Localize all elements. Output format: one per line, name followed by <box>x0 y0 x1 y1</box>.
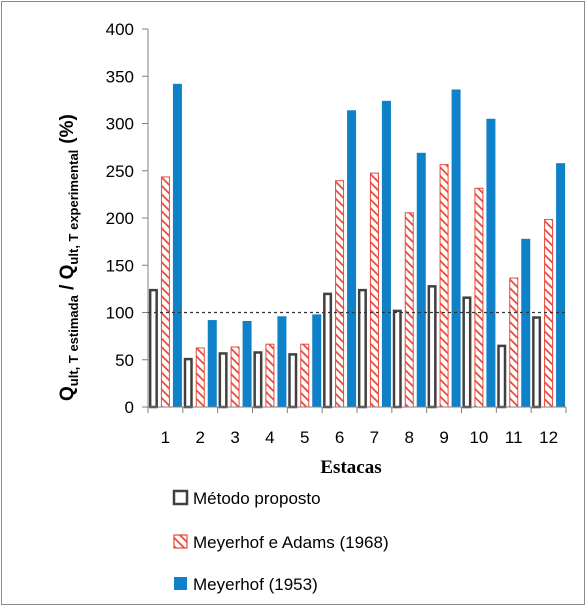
bar-meyerhof-1953-12 <box>556 163 566 407</box>
bar-meyerhof-e-adams-1968-10 <box>474 187 484 408</box>
bar-meyerhof-e-adams-1968-9 <box>439 164 449 408</box>
bar-meyerhof-e-adams-1968-3 <box>230 346 240 408</box>
bar-meyerhof-e-adams-1968-12 <box>544 218 554 408</box>
x-tick-label: 3 <box>230 428 239 447</box>
bar-meyerhof-1953-10 <box>486 118 496 408</box>
bar-meyerhof-1953-2 <box>207 320 217 407</box>
x-tick-label: 10 <box>469 428 488 447</box>
bar-meyerhof-e-adams-1968-8 <box>404 212 414 408</box>
bar-meyerhof-e-adams-1968-5 <box>300 343 310 408</box>
x-tick-label: 5 <box>300 428 309 447</box>
bar-metodo-proposto-5 <box>288 353 298 409</box>
bar-meyerhof-1953-5 <box>312 314 322 407</box>
bar-meyerhof-1953-1 <box>172 83 182 407</box>
legend-label-metodo-proposto: Método proposto <box>193 489 321 508</box>
x-axis-title: Estacas <box>320 457 381 478</box>
y-axis-title-q2: / Q <box>57 265 78 296</box>
y-axis-title: Qult, T estimada / Qult, T experimental (… <box>57 114 81 401</box>
legend-swatch-meyerhof-adams <box>173 534 188 549</box>
y-tick-label: 400 <box>106 20 134 39</box>
x-tick-label: 6 <box>335 428 344 447</box>
y-tick-label: 300 <box>106 115 134 134</box>
bar-meyerhof-e-adams-1968-11 <box>509 277 519 408</box>
bar-metodo-proposto-1 <box>148 288 158 409</box>
legend-swatch-meyerhof-1953 <box>174 577 187 590</box>
bar-meyerhof-e-adams-1968-4 <box>265 343 275 408</box>
y-axis-title-sub2: ult, T experimental <box>66 150 81 265</box>
x-tick-label: 4 <box>265 428 274 447</box>
y-tick-label: 200 <box>106 209 134 228</box>
bar-metodo-proposto-9 <box>427 285 437 409</box>
legend-swatch-metodo-proposto <box>172 489 189 506</box>
bar-meyerhof-e-adams-1968-2 <box>195 347 205 408</box>
y-tick-label: 0 <box>125 398 134 417</box>
bar-metodo-proposto-4 <box>253 351 263 409</box>
y-tick-label: 250 <box>106 162 134 181</box>
x-tick-label: 2 <box>196 428 205 447</box>
bar-meyerhof-1953-9 <box>451 89 461 407</box>
x-tick-label: 12 <box>539 428 558 447</box>
bar-meyerhof-1953-3 <box>242 321 252 407</box>
x-tick-label: 1 <box>161 428 170 447</box>
y-tick-label: 100 <box>106 304 134 323</box>
legend-label-meyerhof-adams: Meyerhof e Adams (1968) <box>193 533 389 552</box>
bar-meyerhof-1953-8 <box>416 152 426 407</box>
bar-metodo-proposto-8 <box>392 309 402 409</box>
bar-metodo-proposto-10 <box>462 296 472 409</box>
y-tick-label: 350 <box>106 67 134 86</box>
bar-metodo-proposto-3 <box>218 352 228 409</box>
x-tick-label: 11 <box>505 428 523 447</box>
bar-meyerhof-e-adams-1968-7 <box>369 172 379 408</box>
y-axis-title-q1: Q <box>57 386 78 401</box>
bar-meyerhof-e-adams-1968-1 <box>160 176 170 408</box>
y-tick-label: 50 <box>115 351 134 370</box>
legend: Método proposto Meyerhof e Adams (1968) … <box>172 489 389 594</box>
x-tick-label: 8 <box>405 428 414 447</box>
bar-metodo-proposto-11 <box>497 344 507 409</box>
bar-meyerhof-1953-6 <box>347 110 357 408</box>
bar-metodo-proposto-7 <box>357 288 367 409</box>
bar-meyerhof-e-adams-1968-6 <box>335 180 345 408</box>
y-axis-title-unit: (%) <box>57 114 78 144</box>
x-tick-label: 7 <box>370 428 379 447</box>
bar-metodo-proposto-6 <box>323 292 333 409</box>
bar-meyerhof-1953-4 <box>277 316 287 407</box>
bar-meyerhof-1953-7 <box>381 100 391 407</box>
bar-metodo-proposto-12 <box>532 316 542 409</box>
x-tick-label: 9 <box>439 428 448 447</box>
bar-meyerhof-1953-11 <box>521 238 531 407</box>
y-axis-title-sub1: ult, T estimada <box>66 294 81 386</box>
legend-label-meyerhof-1953: Meyerhof (1953) <box>193 575 318 594</box>
bar-metodo-proposto-2 <box>183 357 193 409</box>
y-tick-label: 150 <box>106 256 134 275</box>
